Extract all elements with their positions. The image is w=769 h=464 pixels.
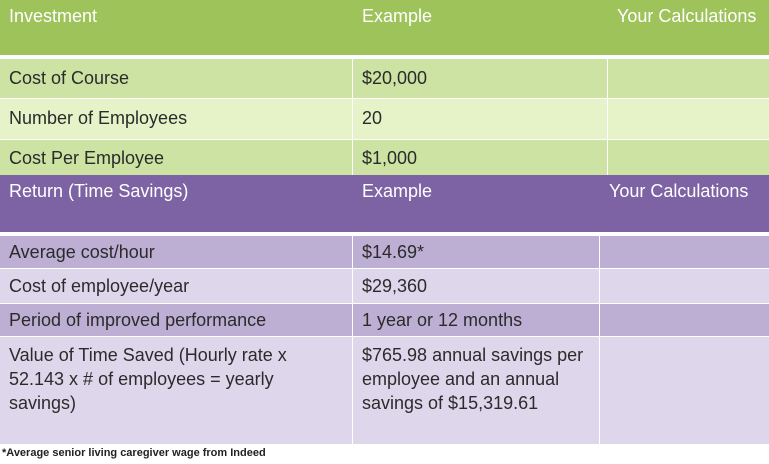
header-divider	[0, 232, 769, 236]
row-example: $20,000	[362, 68, 428, 88]
row-calc-cell[interactable]	[600, 269, 769, 273]
table-row: Value of Time Saved (Hourly rate x 52.14…	[0, 337, 769, 444]
row-label: Average cost/hour	[9, 242, 155, 262]
return-header-calc: Your Calculations	[609, 181, 749, 201]
row-calc-cell[interactable]	[600, 236, 769, 240]
table-row: Period of improved performance 1 year or…	[0, 304, 769, 336]
return-header-label: Return (Time Savings)	[9, 181, 189, 201]
row-label: Cost of Course	[9, 68, 130, 88]
row-example: $1,000	[362, 148, 418, 168]
table-row: Average cost/hour $14.69*	[0, 236, 769, 268]
row-label: Number of Employees	[9, 108, 188, 128]
return-header-example: Example	[362, 181, 433, 201]
table-row: Cost of Course $20,000	[0, 59, 769, 98]
roi-table: Investment Example Your Calculations Cos…	[0, 0, 769, 444]
header-divider	[0, 55, 769, 59]
investment-header-calc: Your Calculations	[617, 6, 757, 26]
table-row: Number of Employees 20	[0, 99, 769, 139]
row-label: Cost Per Employee	[9, 148, 165, 168]
investment-header-label: Investment	[9, 6, 98, 26]
row-example: $14.69*	[362, 242, 425, 262]
row-label: Value of Time Saved (Hourly rate x 52.14…	[9, 345, 287, 413]
row-example: 20	[362, 108, 383, 128]
row-calc-cell[interactable]	[608, 99, 769, 103]
footnote: *Average senior living caregiver wage fr…	[2, 447, 266, 459]
row-example: $29,360	[362, 276, 428, 296]
row-calc-cell[interactable]	[608, 59, 769, 63]
row-label: Period of improved performance	[9, 310, 267, 330]
row-example: $765.98 annual savings per employee and …	[362, 345, 584, 413]
row-calc-cell[interactable]	[600, 304, 769, 308]
return-header-row: Return (Time Savings) Example Your Calcu…	[0, 175, 769, 232]
investment-header-row: Investment Example Your Calculations	[0, 0, 769, 55]
row-label: Cost of employee/year	[9, 276, 190, 296]
investment-header-example: Example	[362, 6, 433, 26]
table-row: Cost Per Employee $1,000	[0, 140, 769, 175]
row-calc-cell[interactable]	[608, 140, 769, 144]
row-calc-cell[interactable]	[600, 337, 769, 341]
table-row: Cost of employee/year $29,360	[0, 269, 769, 303]
row-example: 1 year or 12 months	[362, 310, 523, 330]
